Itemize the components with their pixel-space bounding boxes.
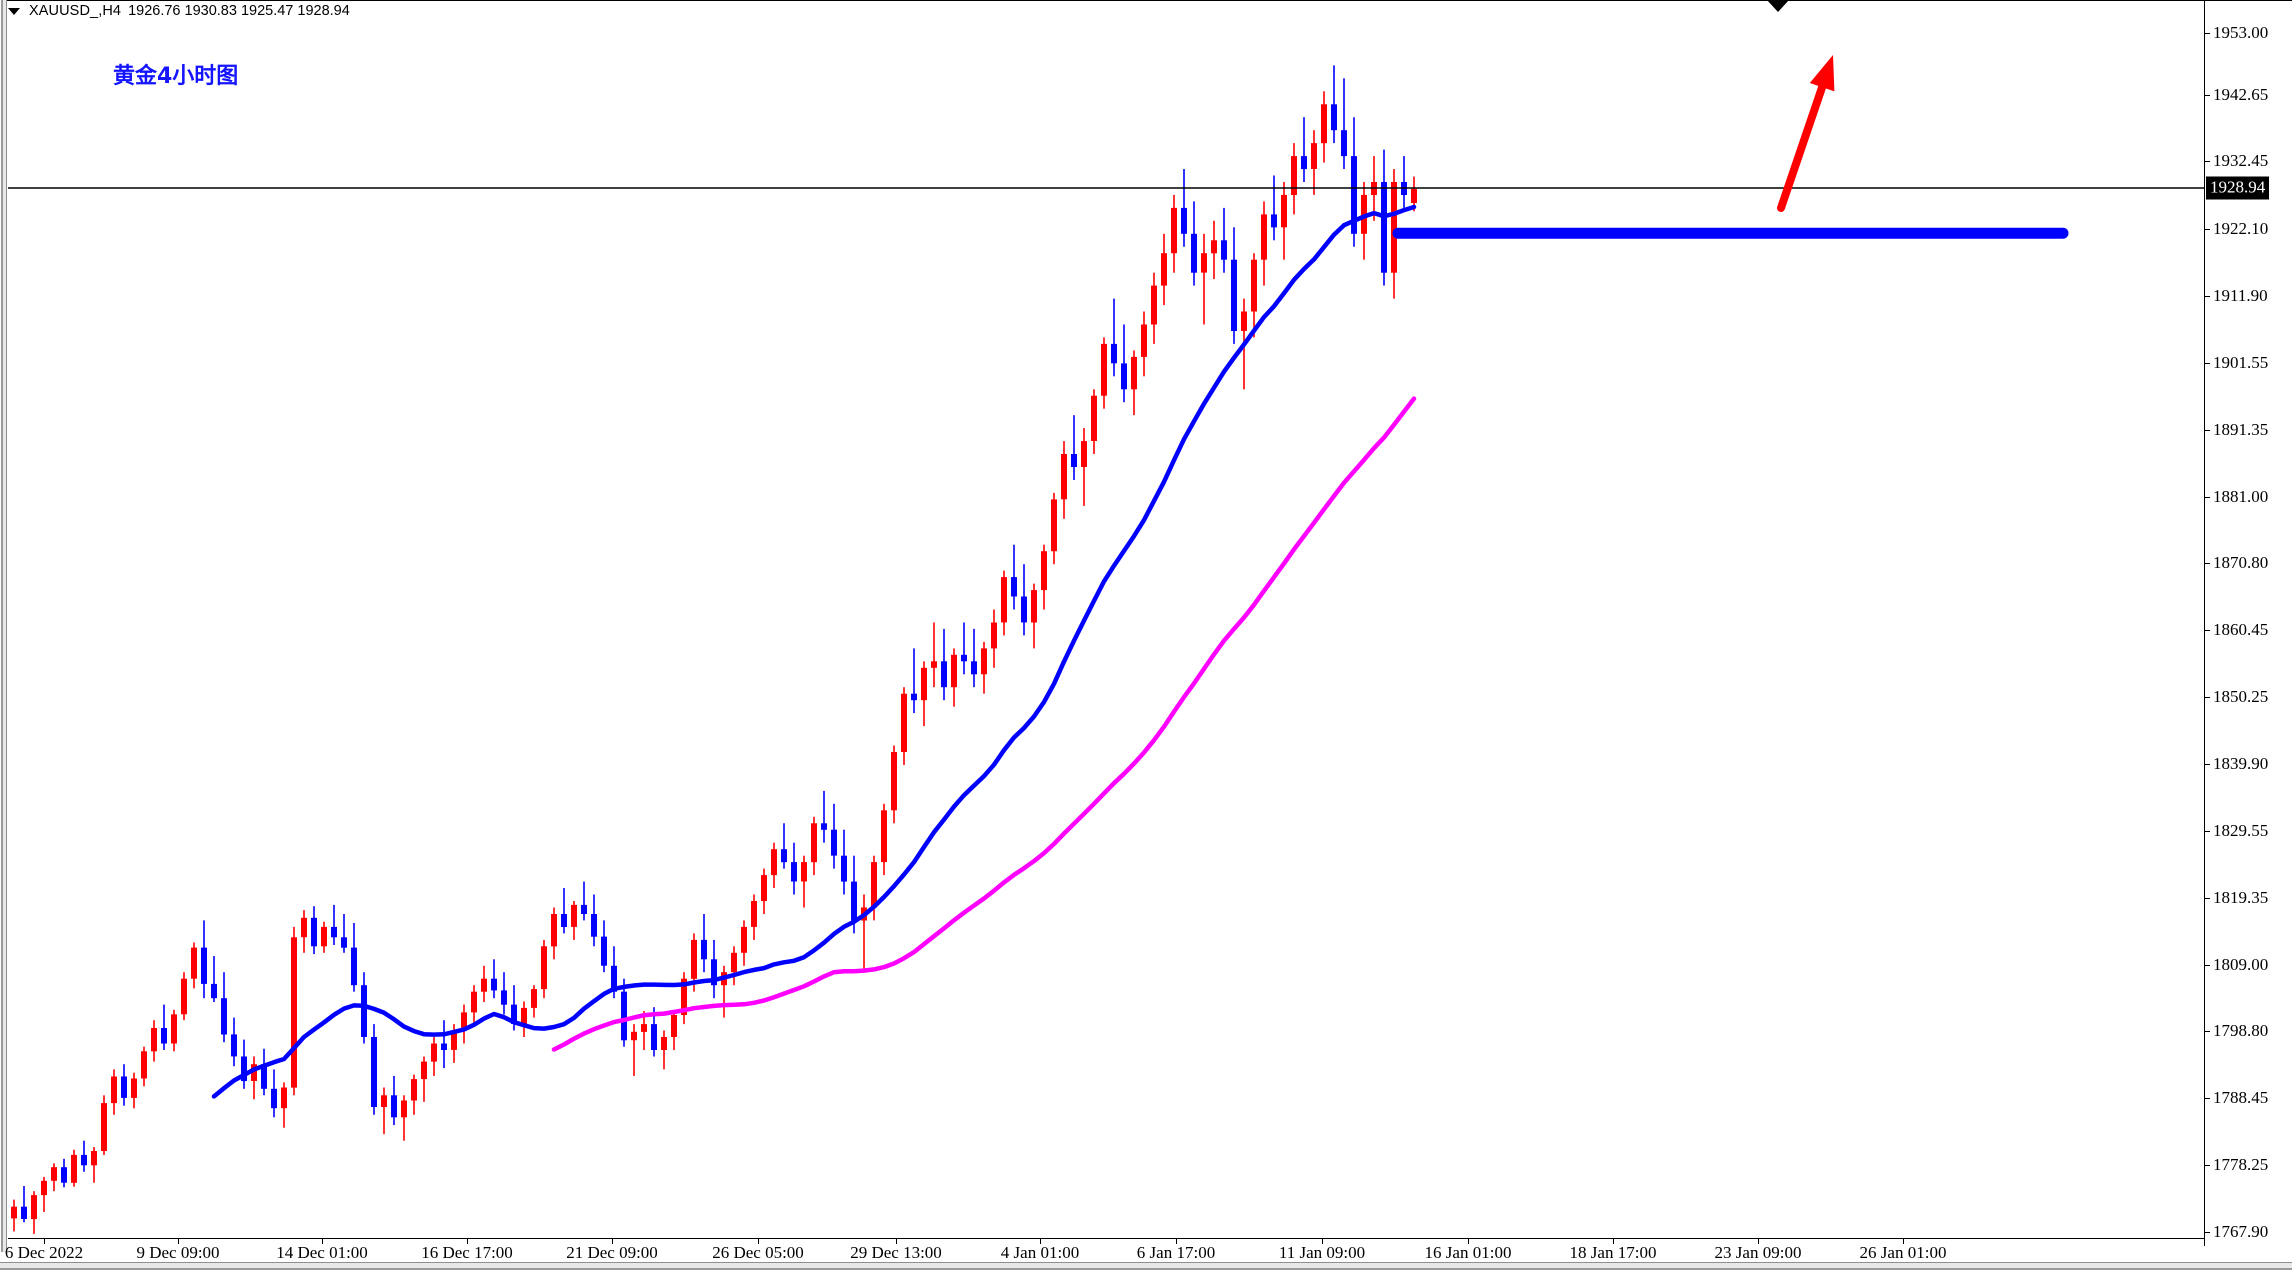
time-axis-label: 6 Dec 2022 xyxy=(4,1243,84,1262)
price-tick xyxy=(2204,1031,2210,1032)
time-axis-label: 26 Dec 05:00 xyxy=(712,1243,804,1262)
price-axis-label: 1778.25 xyxy=(2213,1155,2269,1174)
price-axis-label: 1809.00 xyxy=(2213,955,2269,974)
price-axis-label: 1798.80 xyxy=(2213,1021,2269,1040)
price-axis-label: 1911.90 xyxy=(2213,286,2268,305)
price-tick xyxy=(2204,497,2210,498)
chart-annotation-label: 黄金4小时图 xyxy=(113,64,239,89)
time-tick xyxy=(1322,1239,1323,1244)
time-axis-label: 18 Jan 17:00 xyxy=(1569,1243,1657,1262)
price-tick xyxy=(2204,33,2210,34)
price-axis-label: 1788.45 xyxy=(2213,1088,2269,1107)
ohlc-values: 1926.76 1930.83 1925.47 1928.94 xyxy=(128,3,350,19)
time-axis-label: 4 Jan 01:00 xyxy=(1000,1243,1080,1262)
vertical-scrollbar[interactable] xyxy=(0,0,7,1252)
price-tick xyxy=(2204,95,2210,96)
price-axis-label: 1953.00 xyxy=(2213,23,2269,42)
time-tick xyxy=(1176,1239,1177,1244)
price-tick xyxy=(2204,161,2210,162)
time-axis-label: 26 Jan 01:00 xyxy=(1859,1243,1947,1262)
time-axis[interactable]: 6 Dec 2022 9 Dec 09:00 14 Dec 01:00 16 Dec … xyxy=(0,1239,2204,1263)
time-tick xyxy=(178,1239,179,1244)
time-tick xyxy=(612,1239,613,1244)
candlestick-series xyxy=(11,65,1417,1234)
price-axis[interactable]: 1953.00 1942.65 1932.45 1922.10 1911.90 1901.… xyxy=(2204,0,2292,1252)
symbol-period-label: XAUUSD_,H4 xyxy=(29,3,122,19)
price-axis-label: 1870.80 xyxy=(2213,553,2269,572)
ma-slow-line xyxy=(551,396,1417,1052)
quote-header: XAUUSD_,H4 1926.76 1930.83 1925.47 1928.… xyxy=(8,2,350,20)
price-axis-label: 1829.55 xyxy=(2213,821,2269,840)
price-tick xyxy=(2204,1232,2210,1233)
price-axis-label: 1932.45 xyxy=(2213,151,2269,170)
time-tick xyxy=(1468,1239,1469,1244)
time-axis-label: 29 Dec 13:00 xyxy=(850,1243,942,1262)
price-axis-label: 1901.55 xyxy=(2213,353,2269,372)
price-tick xyxy=(2204,697,2210,698)
time-axis-label: 14 Dec 01:00 xyxy=(276,1243,368,1262)
time-axis-label: 23 Jan 09:00 xyxy=(1714,1243,1802,1262)
price-axis-label: 1850.25 xyxy=(2213,687,2269,706)
price-axis-label: 1922.10 xyxy=(2213,219,2269,238)
time-tick xyxy=(322,1239,323,1244)
time-axis-label: 9 Dec 09:00 xyxy=(136,1243,220,1262)
time-axis-label: 6 Jan 17:00 xyxy=(1136,1243,1216,1262)
plot-right-border xyxy=(2204,1,2205,1246)
price-tick xyxy=(2204,1098,2210,1099)
time-tick xyxy=(896,1239,897,1244)
time-tick xyxy=(1903,1239,1904,1244)
price-tick xyxy=(2204,1165,2210,1166)
price-axis-label: 1839.90 xyxy=(2213,754,2269,773)
time-tick xyxy=(1040,1239,1041,1244)
window-top-border xyxy=(0,0,2292,1)
price-axis-label: 1819.35 xyxy=(2213,888,2269,907)
plot-bottom-border xyxy=(8,1238,2204,1239)
price-axis-label: 1891.35 xyxy=(2213,420,2269,439)
price-tick xyxy=(2204,898,2210,899)
price-tick xyxy=(2204,630,2210,631)
chevron-down-icon[interactable] xyxy=(8,7,20,15)
time-axis-label: 16 Dec 17:00 xyxy=(421,1243,513,1262)
crosshair-marker-icon xyxy=(1767,0,1789,12)
time-axis-label: 21 Dec 09:00 xyxy=(566,1243,658,1262)
time-tick xyxy=(44,1239,45,1244)
price-tick xyxy=(2204,965,2210,966)
time-tick xyxy=(1758,1239,1759,1244)
price-tick xyxy=(2204,831,2210,832)
time-axis-label: 11 Jan 09:00 xyxy=(1278,1243,1366,1262)
price-tick xyxy=(2204,296,2210,297)
ma-fast-line xyxy=(211,204,1417,1099)
price-tick xyxy=(2204,563,2210,564)
price-tick xyxy=(2204,363,2210,364)
time-tick xyxy=(758,1239,759,1244)
price-axis-label: 1881.00 xyxy=(2213,487,2269,506)
price-tick xyxy=(2204,430,2210,431)
price-tick xyxy=(2204,229,2210,230)
time-tick xyxy=(1613,1239,1614,1244)
price-tick xyxy=(2204,764,2210,765)
current-price-tag: 1928.94 xyxy=(2206,176,2270,200)
time-axis-label: 16 Jan 01:00 xyxy=(1424,1243,1512,1262)
price-axis-label: 1860.45 xyxy=(2213,620,2269,639)
price-axis-label: 1767.90 xyxy=(2213,1222,2269,1241)
price-axis-label: 1942.65 xyxy=(2213,85,2269,104)
horizontal-scrollbar[interactable] xyxy=(0,1262,2292,1270)
up-trend-arrow[interactable] xyxy=(1777,55,1835,212)
time-tick xyxy=(467,1239,468,1244)
